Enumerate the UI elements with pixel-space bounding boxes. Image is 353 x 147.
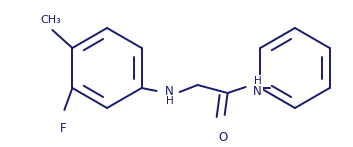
Text: N: N [253, 85, 262, 97]
Text: H: H [166, 96, 174, 106]
Text: H: H [254, 76, 262, 86]
Text: CH₃: CH₃ [40, 15, 61, 25]
Text: N: N [165, 85, 174, 97]
Text: F: F [60, 122, 67, 135]
Text: O: O [218, 131, 227, 144]
